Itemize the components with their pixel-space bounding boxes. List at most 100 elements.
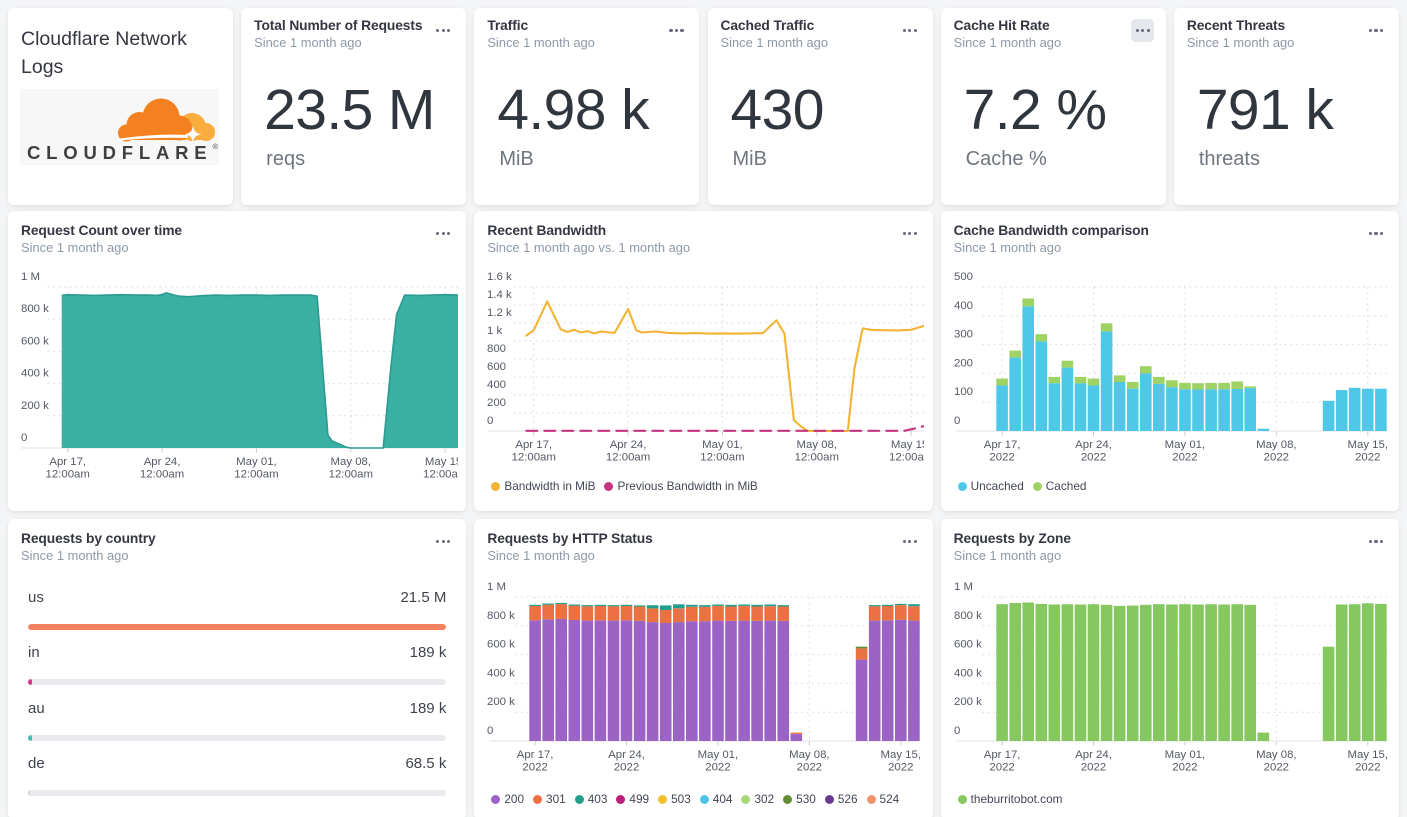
bar-segment	[581, 606, 594, 621]
bar-segment	[581, 620, 594, 741]
panel-menu-button[interactable]	[1364, 222, 1387, 245]
legend-label: 403	[587, 792, 608, 806]
bar-segment	[882, 605, 894, 621]
bar-segment	[1061, 367, 1073, 431]
panel-menu-button[interactable]	[1364, 19, 1387, 42]
x-axis-label: May 01,	[1164, 439, 1205, 451]
panel-menu-button[interactable]	[432, 222, 455, 245]
legend-item-524[interactable]: 524	[866, 792, 899, 806]
bar-segment	[751, 620, 764, 741]
x-axis-label: Apr 17,	[517, 749, 554, 761]
x-axis-label: Apr 17,	[983, 439, 1020, 451]
x-axis-label: Apr 24,	[608, 749, 645, 761]
bar-segment	[1113, 375, 1126, 382]
legend-item-previous-bandwidth-in-mib[interactable]: Previous Bandwidth in MiB	[604, 479, 758, 493]
bar-segment	[1322, 400, 1335, 431]
panel-stat-recent-threats: Recent Threats Since 1 month ago 791 k t…	[1173, 8, 1399, 205]
legend-label: 526	[837, 792, 858, 806]
bar-segment	[594, 604, 607, 606]
bar-segment	[869, 606, 881, 621]
country-row-in[interactable]: in 189 k	[28, 645, 447, 689]
x-axis-label: May 08,	[1256, 749, 1297, 761]
bar-segment	[1322, 646, 1335, 741]
panel-subtitle: Since 1 month ago	[21, 240, 129, 255]
legend-item-499[interactable]: 499	[616, 792, 649, 806]
bar-segment	[895, 605, 907, 620]
bar-segment	[1113, 382, 1126, 431]
x-axis-label: May 15,	[425, 456, 458, 468]
country-row-us[interactable]: us 21.5 M	[28, 589, 447, 634]
bar-segment	[1244, 386, 1256, 389]
legend-item-503[interactable]: 503	[658, 792, 691, 806]
panel-menu-button[interactable]	[1131, 19, 1155, 42]
legend-item-theburritobot-com[interactable]: theburritobot.com	[957, 792, 1062, 806]
legend-item-cached[interactable]: Cached	[1032, 479, 1086, 493]
bar-segment	[1126, 382, 1139, 389]
bar-segment	[1139, 604, 1152, 741]
bar-segment	[1139, 366, 1152, 374]
bar-segment	[529, 604, 542, 606]
legend-dot-icon	[616, 794, 626, 804]
bar-segment	[1022, 306, 1034, 431]
legend-item-bandwidth-in-mib[interactable]: Bandwidth in MiB	[491, 479, 595, 493]
bar-segment	[660, 605, 672, 610]
bar-segment	[1348, 604, 1361, 741]
country-bar-track	[28, 734, 447, 741]
bar-segment	[1178, 604, 1191, 741]
x-axis-label: 12:00am	[46, 469, 90, 481]
legend-item-404[interactable]: 404	[699, 792, 732, 806]
bar-segment	[790, 734, 803, 741]
bar-segment	[777, 606, 790, 621]
chart-legend: Bandwidth in MiB Previous Bandwidth in Mi…	[491, 477, 758, 495]
panel-title: Requests by country	[21, 531, 156, 546]
bar-segment	[555, 618, 568, 741]
bar-segment	[1087, 378, 1099, 386]
bar-segment	[621, 620, 633, 741]
bar-segment	[751, 606, 764, 621]
country-row-au[interactable]: au 189 k	[28, 701, 447, 745]
panel-requests-by-country: Requests by country Since 1 month ago us…	[8, 519, 467, 817]
y-axis-label: 1 M	[21, 271, 40, 283]
country-label: us	[28, 589, 44, 606]
x-axis-label: 2022	[614, 762, 639, 774]
bar-segment	[856, 648, 868, 660]
bar-segment	[581, 605, 594, 607]
panel-stat-cache-hit-rate: Cache Hit Rate Since 1 month ago 7.2 % C…	[940, 8, 1166, 205]
bar-segment	[1126, 605, 1139, 741]
panel-menu-button[interactable]	[432, 19, 455, 42]
legend-item-302[interactable]: 302	[741, 792, 774, 806]
legend-dot-icon	[574, 794, 584, 804]
bar-segment	[1191, 383, 1204, 390]
country-bar-fill	[28, 734, 32, 741]
cloudflare-wordmark: CLOUDFLARE	[27, 142, 212, 163]
panel-subtitle: Since 1 month ago	[21, 548, 129, 563]
panel-menu-button[interactable]	[432, 530, 455, 553]
legend-item-403[interactable]: 403	[574, 792, 608, 806]
legend-item-301[interactable]: 301	[533, 792, 566, 806]
bar-segment	[1165, 387, 1178, 431]
legend-item-200[interactable]: 200	[491, 792, 524, 806]
panel-menu-button[interactable]	[898, 530, 921, 553]
stat-unit: Cache %	[965, 148, 1047, 170]
bar-segment	[1361, 388, 1374, 431]
legend-item-530[interactable]: 530	[783, 792, 816, 806]
panel-menu-button[interactable]	[665, 19, 688, 42]
bar-segment	[712, 605, 725, 621]
bar-segment	[1061, 604, 1073, 741]
legend-item-526[interactable]: 526	[824, 792, 858, 806]
panel-menu-button[interactable]	[898, 19, 921, 42]
x-axis-label: May 08,	[789, 749, 830, 761]
panel-menu-button[interactable]	[1364, 530, 1387, 553]
bar-segment	[1348, 387, 1361, 431]
bar-segment	[568, 604, 581, 606]
y-axis-label: 400	[487, 379, 506, 391]
bar-segment	[777, 620, 790, 741]
country-row-de[interactable]: de 68.5 k	[28, 756, 447, 800]
legend-item-uncached[interactable]: Uncached	[957, 479, 1024, 493]
panel-menu-button[interactable]	[898, 222, 921, 245]
y-axis-label: 800 k	[487, 610, 515, 622]
bar-segment	[1191, 389, 1204, 431]
bar-segment	[1231, 604, 1243, 741]
x-axis-label: 12:00am	[140, 469, 184, 481]
